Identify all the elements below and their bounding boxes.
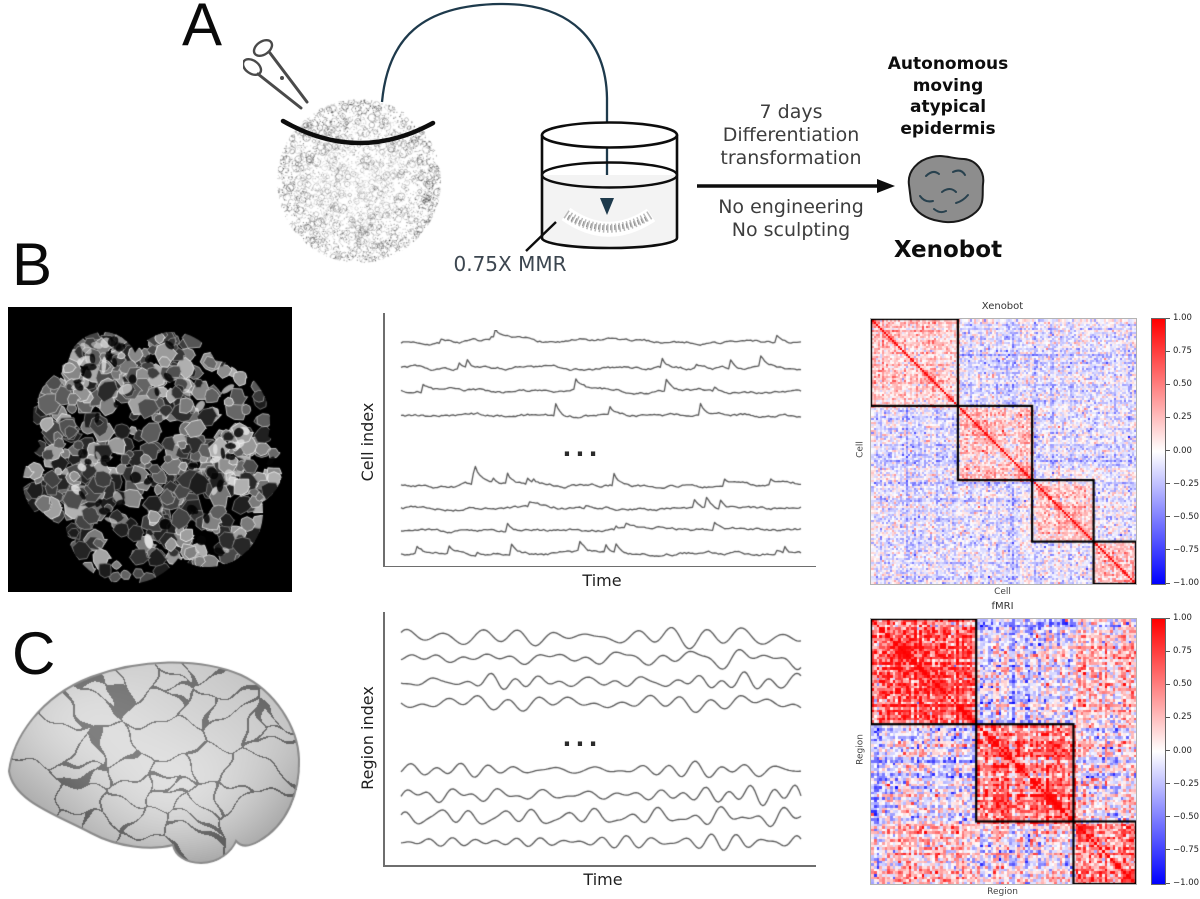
colorbar-tick-label: 0.00 <box>1166 746 1192 756</box>
colorbar-tick-label: 0.75 <box>1166 346 1192 356</box>
colorbar-tick-label: −0.75 <box>1166 545 1199 555</box>
colorbar-tick-label: 0.75 <box>1166 646 1192 656</box>
tissue-crescent <box>563 210 653 233</box>
y-axis-spine <box>383 313 385 567</box>
panel-b-letter: B <box>12 231 53 298</box>
result-caption: Autonomous moving atypical epidermis <box>887 54 1009 139</box>
brain-surface-image <box>5 655 305 870</box>
colorbar-tick-label: −0.50 <box>1166 812 1199 822</box>
heatmap-y-label: Cell <box>855 441 866 458</box>
panel-a-artwork <box>280 2 679 252</box>
x-axis-spine <box>383 865 816 867</box>
fmri-correlation-matrix <box>870 618 1137 885</box>
colorbar-tick-label: 0.50 <box>1166 679 1192 689</box>
y-axis-label: Region index <box>358 686 377 790</box>
colorbar-tick-label: 1.00 <box>1166 613 1192 623</box>
heatmap-y-label: Region <box>855 734 866 765</box>
colorbar-tick-label: 0.25 <box>1166 712 1192 722</box>
xenobot-microscopy-image <box>8 307 292 592</box>
colorbar-ticks: 1.00 0.75 0.50 0.25 0.00 −0.25 −0.50 −0.75 −1.00 <box>1166 613 1200 888</box>
transfer-connector-line <box>380 2 609 200</box>
x-axis-label: Time <box>583 870 623 889</box>
x-axis-label: Time <box>582 571 622 590</box>
colorbar-tick-label: 0.50 <box>1166 379 1192 389</box>
dish-label-pointer <box>525 221 557 252</box>
panel-a-letter: A <box>182 0 223 58</box>
colorbar-tick-label: −0.75 <box>1166 845 1199 855</box>
connector-arrowhead-icon <box>600 198 614 215</box>
omitted-traces-ellipsis: ... <box>562 724 602 752</box>
dish-label: 0.75X MMR <box>453 252 567 276</box>
y-axis-spine <box>383 612 385 866</box>
result-name-label: Xenobot <box>893 237 1003 263</box>
process-caption-top: 7 days Differentiation transformation <box>720 101 862 169</box>
process-caption-bottom: No engineering No sculpting <box>718 196 864 241</box>
y-axis-label: Cell index <box>358 402 377 482</box>
fmri-correlation-figure: fMRI Region Region 1.00 0.75 0.50 0.25 0.00 −… <box>856 601 1200 899</box>
colorbar-ticks: 1.00 0.75 0.50 0.25 0.00 −0.25 −0.50 −0.75 −1.00 <box>1166 313 1200 588</box>
region-traces-canvas <box>395 625 805 855</box>
x-axis-spine <box>383 565 816 567</box>
embryo-sphere-image <box>276 98 442 264</box>
colorbar-tick-label: 0.25 <box>1166 412 1192 422</box>
cell-traces-canvas <box>395 330 805 560</box>
cell-activity-plot: ... Cell index Time <box>358 310 818 602</box>
xenobot-correlation-matrix <box>870 318 1137 585</box>
embryo-cut-arc <box>280 118 436 146</box>
omitted-traces-ellipsis: ... <box>562 434 602 462</box>
heatmap-x-label: Region <box>987 887 1018 897</box>
colorbar-tick-label: −1.00 <box>1166 878 1199 888</box>
colorbar-tick-label: −1.00 <box>1166 578 1199 588</box>
heatmap-title: fMRI <box>991 601 1014 612</box>
colorbar-tick-label: 1.00 <box>1166 313 1192 323</box>
colorbar <box>1151 618 1166 885</box>
colorbar <box>1151 318 1166 585</box>
process-arrow-icon <box>697 179 895 193</box>
colorbar-tick-label: 0.00 <box>1166 446 1192 456</box>
colorbar-tick-label: −0.25 <box>1166 479 1199 489</box>
region-activity-plot: ... Region index Time <box>358 608 818 899</box>
xenobot-blob-icon <box>907 155 985 224</box>
xenobot-correlation-figure: Xenobot Cell Cell 1.00 0.75 0.50 0.25 0.00 −0… <box>856 301 1200 601</box>
colorbar-tick-label: −0.50 <box>1166 512 1199 522</box>
dish <box>525 121 679 252</box>
heatmap-title: Xenobot <box>981 301 1024 312</box>
xenobot-blob-squiggles <box>919 169 969 214</box>
heatmap-x-label: Cell <box>994 587 1011 597</box>
colorbar-tick-label: −0.25 <box>1166 779 1199 789</box>
